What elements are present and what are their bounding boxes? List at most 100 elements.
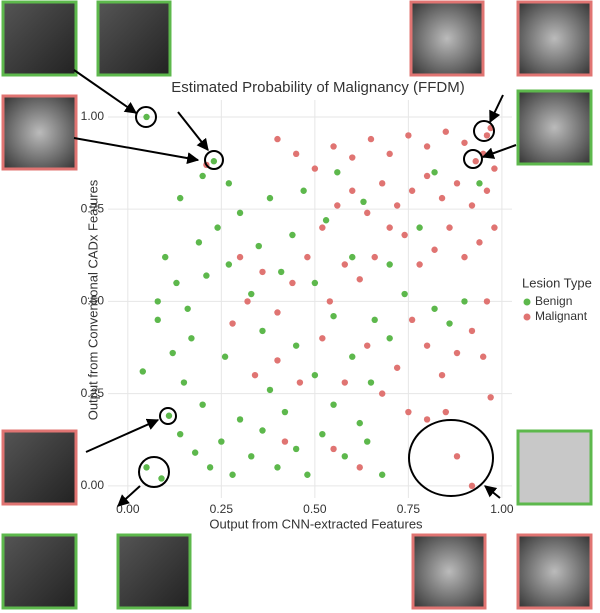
point — [408, 316, 416, 324]
thumbnail — [1, 429, 78, 506]
point — [446, 224, 453, 231]
point — [468, 327, 476, 335]
thumbnail — [516, 429, 593, 506]
legend-label: Benign — [535, 294, 572, 308]
chart-title: Estimated Probability of Malignancy (FFD… — [171, 79, 464, 96]
point — [405, 408, 412, 416]
point — [341, 379, 348, 386]
point — [334, 169, 341, 176]
point — [442, 408, 449, 416]
point — [431, 169, 438, 176]
point — [349, 187, 356, 194]
point — [248, 453, 255, 460]
point — [461, 298, 468, 305]
point — [311, 279, 319, 287]
point — [259, 327, 266, 335]
y-tick-label: 0.25 — [81, 386, 105, 400]
point — [259, 427, 266, 434]
point — [446, 320, 453, 327]
thumbnail — [1, 94, 78, 171]
y-tick-label: 0.00 — [81, 478, 105, 492]
point — [386, 261, 393, 268]
point — [356, 419, 363, 427]
point — [330, 401, 337, 408]
point — [378, 390, 386, 397]
point — [277, 268, 285, 276]
point — [304, 471, 311, 478]
x-axis-label: Output from CNN-extracted Features — [209, 516, 423, 531]
point — [203, 272, 210, 279]
x-tick-label: 1.00 — [490, 502, 514, 516]
point — [431, 246, 438, 253]
point — [176, 430, 184, 438]
point — [195, 239, 203, 246]
point — [319, 430, 326, 438]
point — [438, 194, 446, 202]
point — [330, 143, 337, 150]
point — [468, 482, 476, 490]
point — [371, 253, 378, 261]
point — [319, 224, 326, 231]
thumbnail — [409, 0, 485, 77]
point — [143, 464, 150, 471]
point — [143, 113, 150, 121]
point — [162, 253, 169, 261]
highlight-circle — [463, 149, 483, 169]
point — [349, 154, 356, 161]
point — [367, 135, 375, 143]
point — [416, 224, 423, 231]
point — [289, 279, 296, 287]
y-tick-label: 1.00 — [81, 109, 105, 123]
highlight-circle — [138, 456, 170, 488]
point — [266, 386, 274, 394]
point — [326, 298, 334, 305]
point — [341, 453, 348, 460]
y-tick-label: 0.50 — [81, 294, 105, 308]
point — [378, 180, 386, 187]
thumbnail — [516, 89, 593, 166]
point — [214, 224, 221, 231]
plot-panel — [108, 100, 512, 500]
point — [476, 239, 483, 246]
point — [386, 224, 393, 231]
point — [225, 180, 233, 187]
point — [334, 202, 341, 209]
point — [154, 316, 161, 324]
point — [453, 453, 461, 460]
point — [349, 253, 356, 261]
point — [218, 438, 225, 445]
x-tick-label: 0.25 — [210, 502, 234, 516]
highlight-circle — [408, 419, 494, 497]
point — [173, 279, 180, 287]
point — [281, 438, 289, 445]
point — [423, 172, 431, 180]
point — [319, 335, 326, 342]
point — [259, 268, 266, 276]
point — [483, 187, 491, 194]
point — [423, 143, 431, 150]
point — [292, 445, 300, 453]
point — [176, 194, 184, 202]
point — [296, 379, 304, 386]
point — [393, 364, 401, 371]
point — [423, 342, 431, 349]
point — [461, 253, 468, 261]
point — [251, 371, 259, 379]
point — [206, 464, 214, 471]
point — [248, 290, 255, 298]
point — [304, 253, 311, 261]
point — [393, 202, 401, 209]
highlight-circle — [473, 120, 495, 142]
point — [401, 231, 408, 239]
point — [292, 342, 300, 349]
point — [483, 132, 491, 139]
point — [236, 253, 244, 261]
thumbnail — [516, 0, 593, 77]
point — [322, 217, 330, 224]
point — [364, 342, 371, 349]
arrow — [73, 69, 137, 114]
point — [274, 135, 281, 143]
point — [453, 180, 461, 187]
